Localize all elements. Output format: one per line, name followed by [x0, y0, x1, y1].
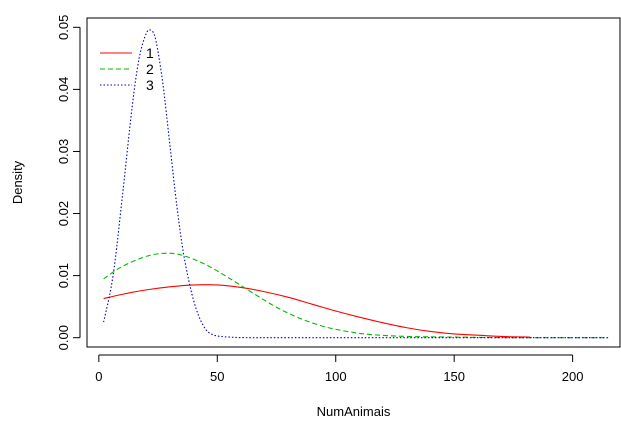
x-tick-label: 0 — [95, 369, 102, 384]
x-tick-label: 50 — [210, 369, 224, 384]
x-tick-label: 200 — [562, 369, 584, 384]
y-tick-label: 0.05 — [56, 15, 71, 40]
legend-label-3: 3 — [146, 77, 154, 93]
y-axis: 0.00 0.01 0.02 0.03 0.04 0.05 — [56, 15, 81, 350]
legend: 123 — [100, 45, 154, 93]
y-tick-label: 0.00 — [56, 325, 71, 350]
legend-label-2: 2 — [146, 61, 154, 77]
x-axis-title: NumAnimais — [317, 404, 391, 419]
plot-frame — [86, 17, 621, 348]
x-tick-label: 100 — [325, 369, 347, 384]
x-axis: 0 50 100 150 200 — [95, 354, 584, 384]
series-layer — [103, 29, 609, 339]
y-tick-label: 0.04 — [56, 77, 71, 102]
series-line-2 — [103, 252, 609, 339]
y-axis-title: Density — [10, 160, 25, 204]
y-tick-label: 0.02 — [56, 201, 71, 226]
y-tick-label: 0.01 — [56, 263, 71, 288]
legend-label-1: 1 — [146, 45, 154, 61]
series-line-1 — [103, 284, 530, 338]
y-tick-label: 0.03 — [56, 139, 71, 164]
series-line-3 — [103, 29, 609, 339]
x-tick-label: 150 — [443, 369, 465, 384]
